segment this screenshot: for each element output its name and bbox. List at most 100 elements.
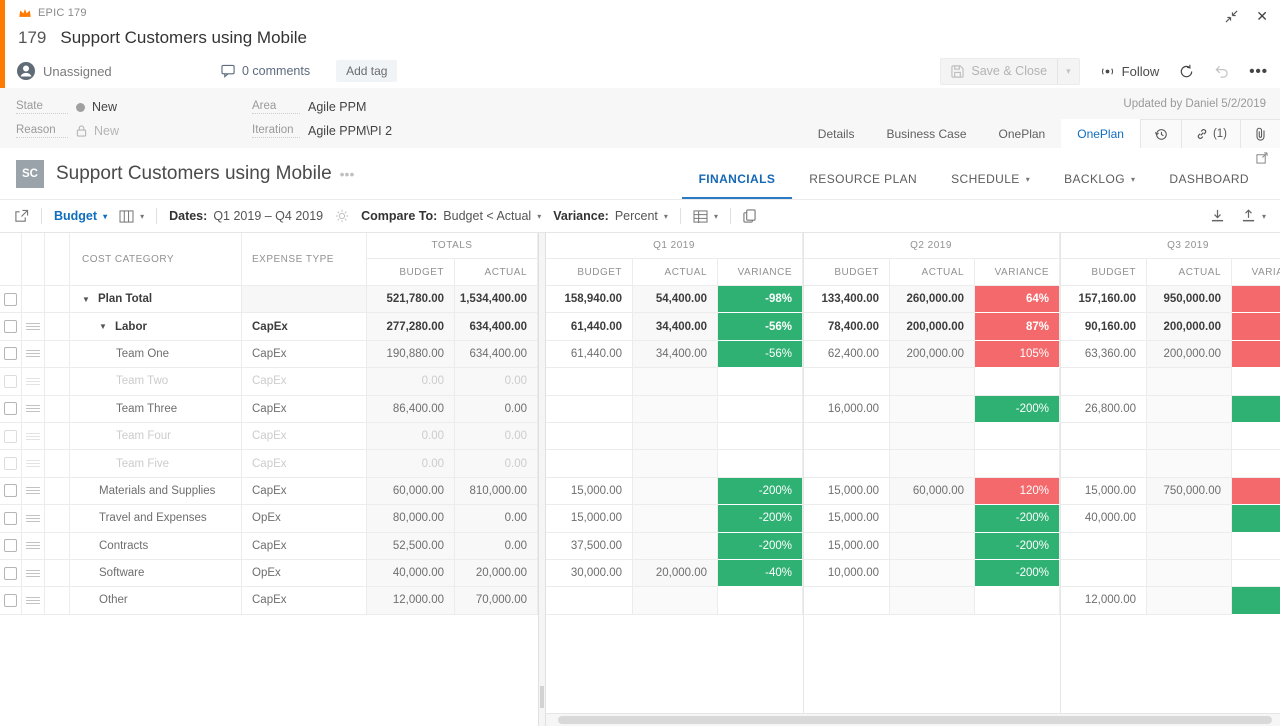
q2-budget-cell[interactable]: 16,000.00 bbox=[803, 395, 890, 423]
row-checkbox[interactable] bbox=[4, 484, 17, 498]
view-selector[interactable]: Budget ▾ bbox=[54, 209, 108, 223]
q1-variance-cell[interactable] bbox=[718, 368, 803, 396]
q1-budget-cell[interactable]: 15,000.00 bbox=[546, 477, 633, 506]
total-actual-cell[interactable]: 20,000.00 bbox=[455, 559, 538, 588]
total-budget-cell[interactable]: 0.00 bbox=[367, 450, 455, 478]
q1-actual-cell[interactable]: 34,400.00 bbox=[633, 340, 718, 369]
q1-budget-cell[interactable] bbox=[546, 395, 633, 423]
row-checkbox[interactable] bbox=[4, 320, 17, 334]
q2-actual-cell[interactable] bbox=[890, 450, 975, 478]
total-budget-cell[interactable]: 52,500.00 bbox=[367, 532, 455, 560]
q3-variance-cell[interactable] bbox=[1232, 559, 1280, 588]
horizontal-scrollbar-thumb[interactable] bbox=[558, 716, 1272, 724]
q2-budget-cell[interactable] bbox=[803, 450, 890, 478]
q1-actual-cell[interactable]: 54,400.00 bbox=[633, 286, 718, 314]
q1-variance-cell[interactable]: -56% bbox=[718, 313, 803, 341]
q3-budget-cell[interactable]: 90,160.00 bbox=[1060, 313, 1147, 341]
vertical-scrollbar-thumb[interactable] bbox=[540, 686, 544, 708]
q2-budget-cell[interactable]: 15,000.00 bbox=[803, 477, 890, 506]
total-actual-cell[interactable]: 0.00 bbox=[455, 395, 538, 423]
q3-actual-cell[interactable] bbox=[1147, 450, 1232, 478]
q2-actual-cell[interactable] bbox=[890, 559, 975, 588]
total-budget-cell[interactable]: 0.00 bbox=[367, 422, 455, 451]
total-actual-cell[interactable]: 0.00 bbox=[455, 505, 538, 533]
q3-actual-cell[interactable]: 200,000.00 bbox=[1147, 340, 1232, 369]
q2-actual-cell[interactable] bbox=[890, 368, 975, 396]
total-budget-cell[interactable]: 80,000.00 bbox=[367, 505, 455, 533]
q1-actual-cell[interactable] bbox=[633, 477, 718, 506]
q3-actual-cell[interactable]: 750,000.00 bbox=[1147, 477, 1232, 506]
q2-budget-cell[interactable]: 78,400.00 bbox=[803, 313, 890, 341]
q1-actual-cell[interactable] bbox=[633, 395, 718, 423]
q2-budget-cell[interactable]: 15,000.00 bbox=[803, 505, 890, 533]
restore-window-icon[interactable] bbox=[1225, 10, 1238, 23]
plan-title-menu[interactable]: ••• bbox=[339, 166, 355, 182]
drag-handle-icon[interactable] bbox=[26, 321, 40, 332]
attachments-tab[interactable] bbox=[1240, 119, 1280, 148]
q1-variance-cell[interactable]: -56% bbox=[718, 340, 803, 369]
more-options-button[interactable]: ••• bbox=[1249, 62, 1268, 80]
state-value[interactable]: New bbox=[76, 100, 117, 114]
drag-handle-icon[interactable] bbox=[26, 348, 40, 359]
area-value[interactable]: Agile PPM bbox=[308, 100, 367, 114]
q3-budget-cell[interactable]: 40,000.00 bbox=[1060, 505, 1147, 533]
q3-budget-cell[interactable]: 157,160.00 bbox=[1060, 286, 1147, 314]
q1-budget-cell[interactable]: 61,440.00 bbox=[546, 340, 633, 369]
q1-variance-cell[interactable] bbox=[718, 587, 803, 615]
q2-actual-cell[interactable]: 260,000.00 bbox=[890, 286, 975, 314]
comments-button[interactable]: 0 comments bbox=[221, 64, 310, 78]
q1-variance-cell[interactable]: -98% bbox=[718, 286, 803, 314]
save-close-button[interactable]: Save & Close ▾ bbox=[940, 57, 1080, 85]
iteration-value[interactable]: Agile PPM\PI 2 bbox=[308, 124, 393, 138]
table-view-selector[interactable]: ▾ bbox=[693, 209, 718, 223]
q2-actual-cell[interactable]: 200,000.00 bbox=[890, 313, 975, 341]
dates-control[interactable]: Dates: Q1 2019 – Q4 2019 bbox=[169, 209, 323, 223]
q1-variance-cell[interactable] bbox=[718, 450, 803, 478]
workitem-tab-oneplan[interactable]: OnePlan bbox=[1061, 119, 1140, 148]
total-actual-cell[interactable]: 1,534,400.00 bbox=[455, 286, 538, 314]
q2-variance-cell[interactable]: 105% bbox=[975, 340, 1060, 369]
save-close-caret[interactable]: ▾ bbox=[1057, 58, 1079, 84]
total-actual-cell[interactable]: 810,000.00 bbox=[455, 477, 538, 506]
row-checkbox[interactable] bbox=[4, 402, 17, 416]
q2-budget-cell[interactable]: 62,400.00 bbox=[803, 340, 890, 369]
q2-variance-cell[interactable]: 87% bbox=[975, 313, 1060, 341]
q2-budget-cell[interactable]: 15,000.00 bbox=[803, 532, 890, 560]
q3-actual-cell[interactable] bbox=[1147, 368, 1232, 396]
q2-actual-cell[interactable]: 60,000.00 bbox=[890, 477, 975, 506]
q3-budget-cell[interactable] bbox=[1060, 532, 1147, 560]
q2-variance-cell[interactable]: -200% bbox=[975, 505, 1060, 533]
pane-splitter[interactable] bbox=[538, 233, 546, 726]
q1-variance-cell[interactable]: -40% bbox=[718, 559, 803, 588]
q2-actual-cell[interactable] bbox=[890, 505, 975, 533]
row-checkbox[interactable] bbox=[4, 566, 17, 580]
q2-variance-cell[interactable]: -200% bbox=[975, 559, 1060, 588]
import-icon[interactable] bbox=[1210, 209, 1225, 223]
tab-resource-plan[interactable]: RESOURCE PLAN bbox=[792, 161, 934, 199]
drag-handle-icon[interactable] bbox=[26, 403, 40, 414]
drag-handle-icon[interactable] bbox=[26, 458, 40, 469]
tab-financials[interactable]: FINANCIALS bbox=[681, 161, 793, 199]
total-budget-cell[interactable]: 521,780.00 bbox=[367, 286, 455, 314]
q3-variance-cell[interactable] bbox=[1232, 368, 1280, 396]
copy-icon[interactable] bbox=[743, 209, 756, 223]
total-actual-cell[interactable]: 0.00 bbox=[455, 368, 538, 396]
q2-variance-cell[interactable]: 120% bbox=[975, 477, 1060, 506]
q2-variance-cell[interactable] bbox=[975, 450, 1060, 478]
q3-variance-cell[interactable] bbox=[1232, 532, 1280, 560]
drag-handle-icon[interactable] bbox=[26, 376, 40, 387]
q1-variance-cell[interactable] bbox=[718, 422, 803, 451]
q3-budget-cell[interactable]: 26,800.00 bbox=[1060, 395, 1147, 423]
compare-to-control[interactable]: Compare To: Budget < Actual ▾ bbox=[361, 209, 542, 223]
q2-actual-cell[interactable] bbox=[890, 395, 975, 423]
q3-variance-cell[interactable] bbox=[1232, 477, 1280, 506]
q3-budget-cell[interactable] bbox=[1060, 368, 1147, 396]
q1-budget-cell[interactable]: 30,000.00 bbox=[546, 559, 633, 588]
row-checkbox[interactable] bbox=[4, 593, 17, 607]
q3-variance-cell[interactable] bbox=[1232, 340, 1280, 369]
total-actual-cell[interactable]: 0.00 bbox=[455, 422, 538, 451]
tab-dashboard[interactable]: DASHBOARD bbox=[1152, 161, 1266, 199]
drag-handle-icon[interactable] bbox=[26, 595, 40, 606]
row-expander-icon[interactable]: ▼ bbox=[82, 294, 90, 304]
tab-schedule[interactable]: SCHEDULE ▾ bbox=[934, 161, 1047, 199]
